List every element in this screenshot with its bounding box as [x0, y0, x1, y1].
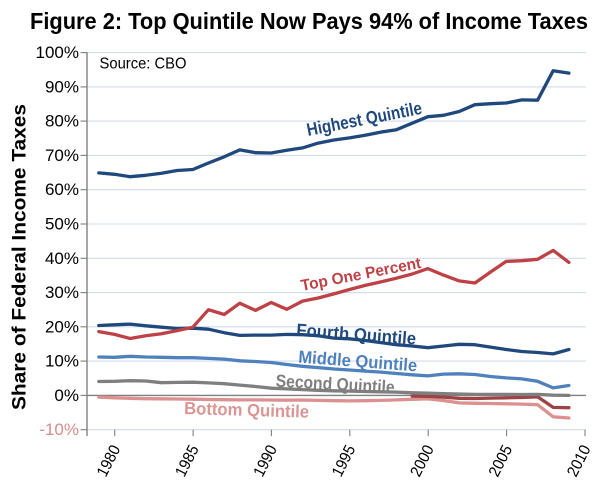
- svg-text:50%: 50%: [45, 214, 79, 233]
- svg-text:20%: 20%: [45, 317, 79, 336]
- svg-text:40%: 40%: [45, 249, 79, 268]
- svg-text:70%: 70%: [45, 146, 79, 165]
- svg-text:-10%: -10%: [39, 420, 79, 439]
- svg-text:60%: 60%: [45, 180, 79, 199]
- svg-text:0%: 0%: [54, 386, 79, 405]
- svg-text:Share of Federal Income Taxes: Share of Federal Income Taxes: [10, 104, 31, 410]
- svg-text:Figure 2: Top Quintile Now Pay: Figure 2: Top Quintile Now Pays 94% of I…: [30, 8, 588, 34]
- svg-text:Bottom Quintile: Bottom Quintile: [184, 398, 310, 422]
- svg-text:30%: 30%: [45, 283, 79, 302]
- svg-text:90%: 90%: [45, 77, 79, 96]
- svg-text:80%: 80%: [45, 112, 79, 131]
- svg-text:100%: 100%: [36, 43, 79, 62]
- svg-text:10%: 10%: [45, 352, 79, 371]
- svg-text:Source: CBO: Source: CBO: [100, 56, 187, 73]
